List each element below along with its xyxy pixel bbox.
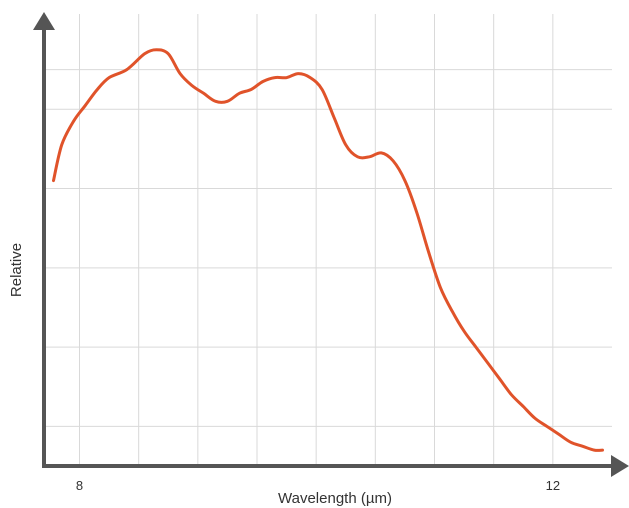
axes <box>33 12 629 477</box>
x-tick-label: 12 <box>546 478 560 493</box>
x-tick-label: 8 <box>76 478 83 493</box>
y-axis-arrow <box>33 12 55 30</box>
x-axis-arrow <box>611 455 629 477</box>
series-group <box>52 48 604 452</box>
tick-labels: 8 12 <box>76 478 560 493</box>
grid <box>44 14 612 466</box>
x-axis-title: Wavelength (µm) <box>278 490 392 507</box>
y-axis-title: Relative <box>8 243 25 297</box>
series-line <box>52 48 604 452</box>
